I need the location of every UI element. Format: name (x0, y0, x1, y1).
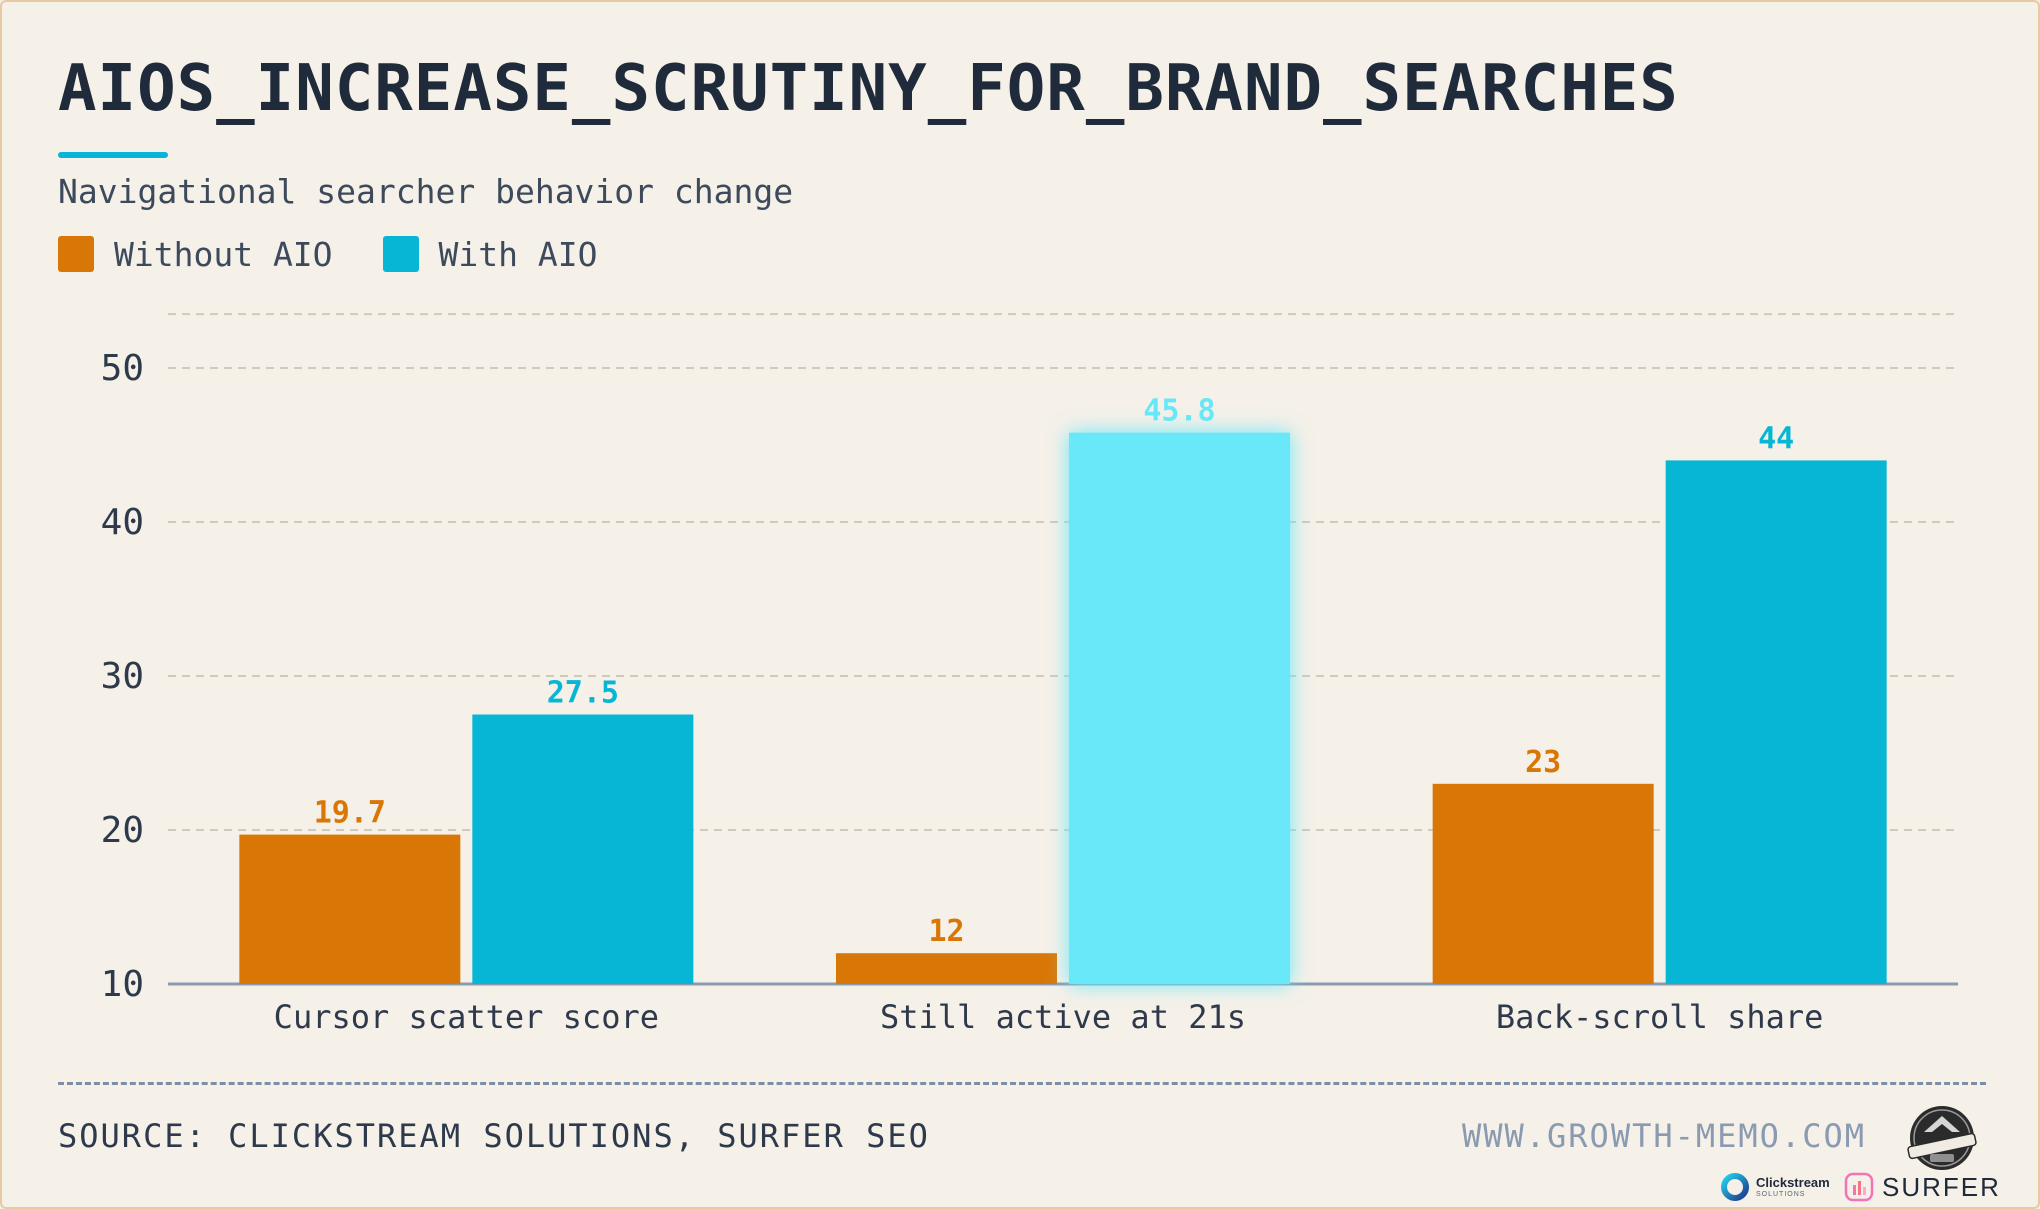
legend-item-without-aio: Without AIO (58, 235, 333, 274)
clickstream-ring-icon (1721, 1173, 1749, 1201)
bar-with-aio (472, 714, 694, 984)
data-label: 45.8 (1143, 394, 1215, 429)
y-tick-label: 50 (101, 348, 144, 389)
y-tick-label: 20 (101, 810, 144, 851)
growth-memo-badge-icon (1907, 1106, 1977, 1170)
y-tick-label: 30 (101, 656, 144, 697)
data-label: 27.5 (547, 676, 619, 711)
data-label: 44 (1758, 421, 1794, 456)
y-tick-label: 10 (101, 964, 144, 1005)
x-tick-label: Cursor scatter score (274, 998, 659, 1036)
source-note: SOURCE: CLICKSTREAM SOLUTIONS, SURFER SE… (58, 1117, 930, 1155)
bar-with-aio (1665, 460, 1887, 984)
chart-title: AIOS_INCREASE_SCRUTINY_FOR_BRAND_SEARCHE… (58, 52, 1679, 126)
bar-with-aio (1069, 432, 1290, 984)
footer-divider (58, 1082, 1986, 1085)
legend-swatch-without-aio (58, 236, 94, 272)
legend-item-with-aio: With AIO (382, 234, 598, 274)
clickstream-logo-sub: SOLUTIONS (1756, 1191, 1806, 1198)
legend-label-with-aio: With AIO (438, 234, 598, 274)
surfer-bars-icon (1844, 1172, 1874, 1202)
data-label: 19.7 (314, 796, 386, 831)
bar-chart: 10 20 30 40 50 19.7 27.5 Cursor scatter score 12… (101, 313, 1958, 1036)
website-link[interactable]: WWW.GROWTH-MEMO.COM (1461, 1117, 1866, 1155)
bar-without-aio (1432, 783, 1654, 984)
surfer-logo-name: SURFER (1882, 1171, 2001, 1202)
legend: Without AIO With AIO (58, 234, 648, 274)
data-label: 23 (1525, 745, 1561, 780)
bar-without-aio (836, 953, 1057, 984)
x-tick-label: Back-scroll share (1496, 998, 1824, 1036)
chart-subtitle: Navigational searcher behavior change (58, 172, 794, 211)
y-tick-label: 40 (101, 502, 144, 543)
surfer-logo: SURFER (1844, 1170, 2001, 1204)
clickstream-logo-name: Clickstream (1756, 1175, 1830, 1190)
legend-label-without-aio: Without AIO (114, 234, 333, 274)
clickstream-logo: Clickstream SOLUTIONS (1720, 1170, 1830, 1204)
legend-swatch-with-aio (382, 236, 419, 272)
x-tick-label: Still active at 21s (880, 998, 1246, 1036)
title-accent-line (58, 152, 168, 158)
bar-without-aio (239, 834, 461, 984)
data-label: 12 (928, 914, 964, 949)
